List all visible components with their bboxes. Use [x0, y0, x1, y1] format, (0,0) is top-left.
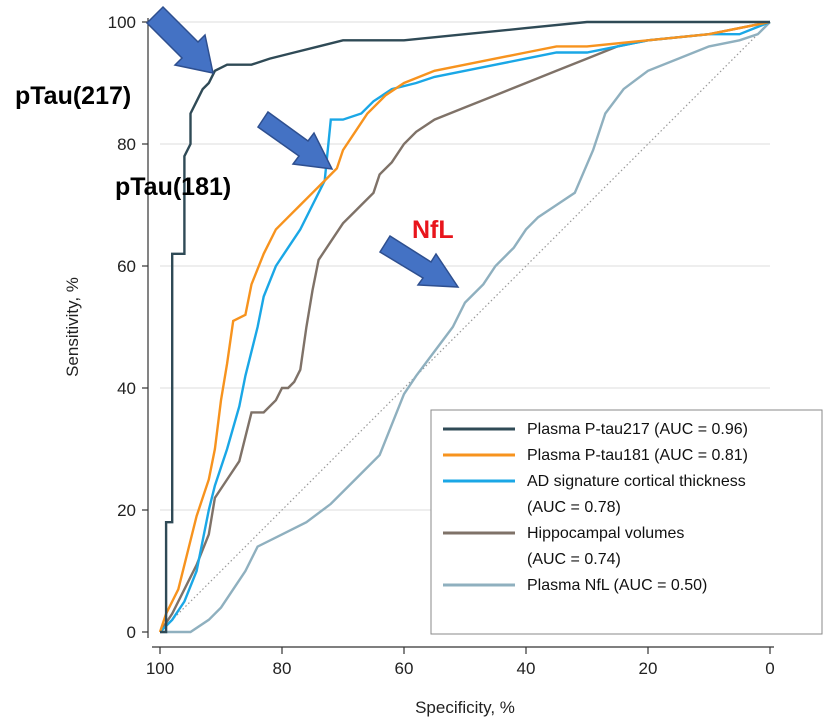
x-tick-label-60: 60 — [395, 659, 414, 678]
roc-series — [158, 20, 771, 634]
y-tick-label-20: 20 — [117, 501, 136, 520]
legend-label-2-1: (AUC = 0.78) — [527, 499, 621, 516]
x-tick-label-40: 40 — [517, 659, 536, 678]
y-tick-label-60: 60 — [117, 257, 136, 276]
arrow-ptau181-icon — [256, 110, 334, 170]
series-line-2 — [159, 20, 771, 633]
x-tick-label-80: 80 — [273, 659, 292, 678]
legend-label-4-0: Plasma NfL (AUC = 0.50) — [527, 577, 707, 594]
series-line-3 — [159, 20, 771, 633]
legend-label-2-0: AD signature cortical thickness — [527, 473, 746, 490]
x-tick-label-0: 0 — [765, 659, 774, 678]
y-tick-labels: 0 20 40 60 80 100 — [108, 13, 148, 642]
annotation-ptau181: pTau(181) — [115, 173, 231, 201]
legend-label-3-1: (AUC = 0.74) — [527, 551, 621, 568]
y-axis-label: Sensitivity, % — [63, 277, 82, 377]
series-line-0 — [160, 20, 770, 634]
legend: Plasma P-tau217 (AUC = 0.96) Plasma P-tau… — [430, 409, 823, 635]
annotation-arrows — [145, 5, 460, 288]
annotation-nfl: NfL — [412, 216, 454, 244]
legend-label-1-0: Plasma P-tau181 (AUC = 0.81) — [527, 447, 748, 464]
annotation-ptau217: pTau(217) — [15, 82, 131, 110]
y-tick-label-40: 40 — [117, 379, 136, 398]
legend-box — [430, 409, 823, 635]
arrow-nfl-icon — [378, 234, 460, 288]
x-tick-label-100: 100 — [146, 659, 174, 678]
series-line-1 — [158, 20, 771, 633]
y-tick-label-100: 100 — [108, 13, 136, 32]
x-tick-labels: 100 80 60 40 20 0 — [146, 647, 775, 678]
y-tick-label-0: 0 — [127, 623, 136, 642]
x-tick-label-20: 20 — [639, 659, 658, 678]
axes — [147, 18, 774, 648]
x-axis-label: Specificity, % — [415, 698, 515, 717]
legend-label-0-0: Plasma P-tau217 (AUC = 0.96) — [527, 421, 748, 438]
series-line-4 — [160, 21, 771, 634]
y-tick-label-80: 80 — [117, 135, 136, 154]
arrow-ptau217-icon — [145, 5, 214, 74]
legend-label-3-0: Hippocampal volumes — [527, 525, 684, 542]
